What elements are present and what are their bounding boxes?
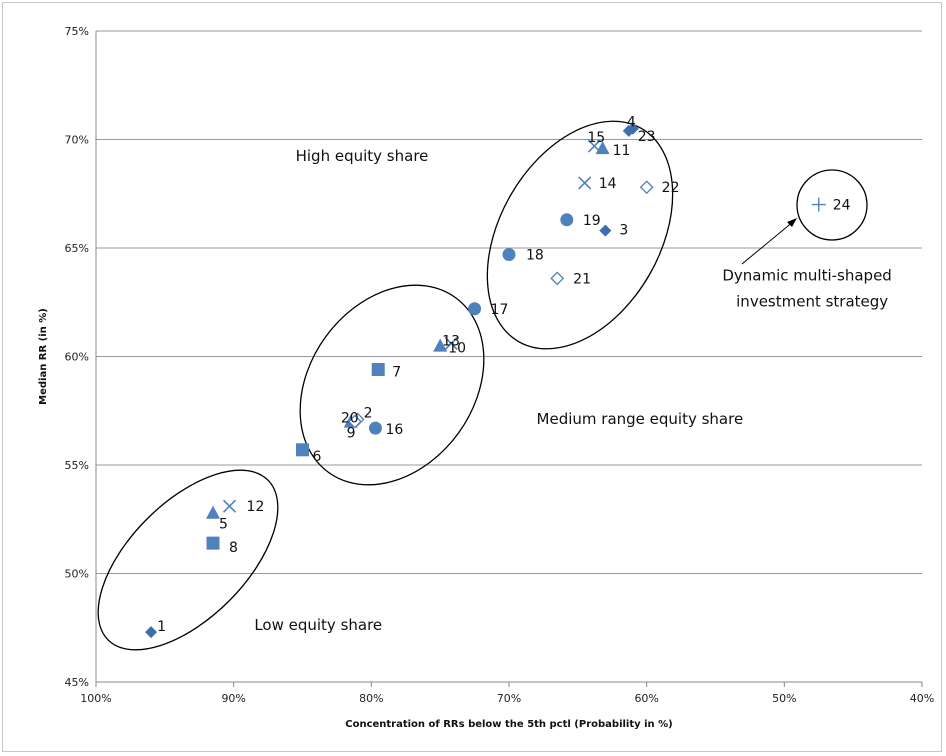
point-label-13: 13 bbox=[442, 333, 460, 349]
point-label-4: 4 bbox=[627, 115, 636, 131]
region-annotation: Low equity share bbox=[254, 616, 382, 634]
point-marker-3 bbox=[599, 224, 612, 237]
point-marker-5 bbox=[206, 505, 221, 519]
point-marker-20 bbox=[347, 414, 362, 429]
region-annotation: Dynamic multi-shaped bbox=[722, 267, 891, 285]
point-label-19: 19 bbox=[583, 213, 601, 229]
point-label-1: 1 bbox=[157, 619, 166, 635]
point-marker-24 bbox=[811, 197, 826, 212]
point-label-21: 21 bbox=[573, 271, 591, 287]
point-label-7: 7 bbox=[392, 365, 401, 381]
y-tick-label: 65% bbox=[65, 242, 89, 255]
cluster-ellipses bbox=[97, 120, 868, 651]
x-tick-label: 50% bbox=[772, 692, 796, 705]
y-axis-title: Median RR (in %) bbox=[38, 308, 49, 405]
point-label-12: 12 bbox=[247, 499, 265, 515]
point-marker-15 bbox=[587, 139, 601, 153]
region-annotation: Medium range equity share bbox=[537, 410, 744, 428]
x-tick-label: 40% bbox=[910, 692, 934, 705]
point-label-6: 6 bbox=[313, 449, 322, 465]
point-marker-1 bbox=[145, 626, 158, 639]
point-label-18: 18 bbox=[526, 248, 544, 264]
point-marker-6 bbox=[296, 443, 309, 457]
point-label-2: 2 bbox=[364, 405, 373, 421]
region-annotation: High equity share bbox=[296, 147, 429, 165]
point-marker-7 bbox=[371, 363, 385, 377]
point-marker-22 bbox=[639, 180, 654, 195]
y-tick-label: 50% bbox=[65, 568, 89, 581]
point-label-17: 17 bbox=[491, 302, 509, 318]
x-tick-label: 70% bbox=[497, 692, 521, 705]
point-label-3: 3 bbox=[619, 223, 628, 239]
annotation-arrowhead bbox=[787, 218, 797, 227]
y-tick-label: 75% bbox=[65, 25, 89, 38]
point-label-10: 10 bbox=[448, 341, 466, 357]
point-label-5: 5 bbox=[219, 517, 228, 533]
point-marker-16 bbox=[368, 421, 382, 435]
point-marker-14 bbox=[578, 176, 592, 190]
point-marker-13 bbox=[444, 336, 458, 351]
low-equity-ellipse bbox=[97, 469, 279, 651]
medium-equity-ellipse bbox=[299, 284, 485, 486]
axis-layer: 45% 50% 55% 60% 65% 70% 75% 100% 90% 80% 70% 60% 50%… bbox=[65, 25, 935, 705]
point-label-24: 24 bbox=[833, 198, 851, 214]
y-tick-label: 45% bbox=[65, 676, 89, 689]
point-marker-18 bbox=[502, 248, 516, 262]
y-tick-label: 60% bbox=[65, 351, 89, 364]
dynamic-strategy-ellipse bbox=[796, 169, 868, 241]
point-marker-21 bbox=[550, 271, 565, 286]
point-marker-10 bbox=[433, 338, 448, 352]
x-tick-label: 60% bbox=[634, 692, 658, 705]
high-equity-ellipse bbox=[486, 120, 674, 350]
label-layer: 123456789101112131415161718192021222324H… bbox=[157, 115, 892, 635]
region-annotation: investment strategy bbox=[736, 293, 888, 311]
point-label-15: 15 bbox=[587, 130, 605, 146]
point-label-9: 9 bbox=[347, 426, 356, 442]
point-label-16: 16 bbox=[385, 422, 403, 438]
y-tick-label: 55% bbox=[65, 459, 89, 472]
point-marker-23 bbox=[622, 124, 635, 137]
x-tick-label: 100% bbox=[80, 692, 111, 705]
x-axis-title: Concentration of RRs below the 5th pctl … bbox=[345, 719, 673, 730]
point-label-20: 20 bbox=[341, 411, 359, 427]
point-marker-19 bbox=[560, 213, 574, 227]
point-marker-17 bbox=[468, 302, 482, 316]
annotation-arrow bbox=[741, 220, 795, 265]
x-tick-label: 90% bbox=[221, 692, 245, 705]
mark-layer bbox=[145, 122, 826, 639]
point-label-23: 23 bbox=[638, 129, 656, 145]
point-label-14: 14 bbox=[599, 176, 617, 192]
point-label-22: 22 bbox=[662, 180, 680, 196]
x-tick-label: 80% bbox=[359, 692, 383, 705]
point-label-8: 8 bbox=[229, 540, 238, 556]
point-marker-8 bbox=[206, 536, 220, 550]
y-tick-label: 70% bbox=[65, 134, 89, 147]
point-marker-12 bbox=[222, 499, 237, 513]
grid-layer bbox=[96, 30, 922, 683]
point-label-11: 11 bbox=[613, 143, 631, 159]
